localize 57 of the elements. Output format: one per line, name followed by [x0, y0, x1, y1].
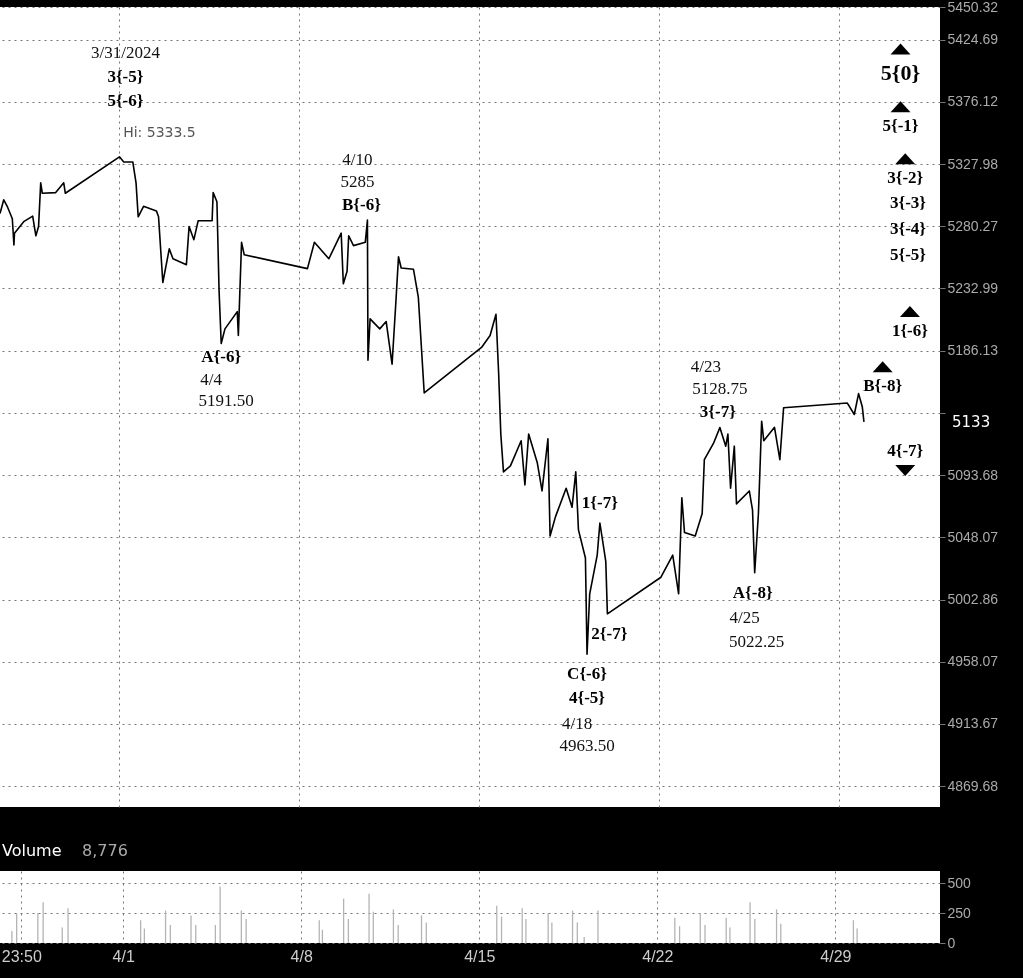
y-tick-label: 5376.12: [947, 93, 999, 110]
line-series: [0, 156, 865, 655]
y-tick-label: 5327.98: [947, 155, 999, 172]
annotation: 5191.50: [198, 391, 254, 411]
annotation: 4/4: [200, 370, 223, 390]
y-tick-label: 5186.13: [947, 342, 999, 359]
annotation: B{-8}: [863, 376, 903, 396]
x-tick-label: 4/22: [642, 947, 674, 965]
annotation: 5128.75: [692, 378, 748, 398]
annotation: 4{-5}: [569, 688, 606, 708]
y-tick-label: 500: [947, 874, 972, 891]
x-tick-label: 4/29: [820, 947, 852, 965]
annotation: 4/25: [729, 607, 760, 627]
annotation: 2{-7}: [591, 623, 628, 643]
annotation: A{-8}: [732, 582, 773, 602]
y-tick-label: 4869.68: [947, 777, 999, 794]
y-tick-label: 250: [947, 904, 972, 921]
annotation: 4/10: [342, 150, 373, 170]
annotation: 5{0}: [880, 60, 921, 86]
y-tick-label: 4958.07: [947, 653, 999, 670]
annotation: 3{-5}: [107, 66, 144, 86]
annotation: 1{-7}: [581, 493, 619, 512]
annotation: C{-6}: [567, 664, 608, 684]
y-tick-label: 0: [947, 934, 956, 951]
annotation: 3/31/2024: [90, 42, 161, 62]
y-tick-label: 5048.07: [947, 528, 999, 545]
annotation: Hi: 5333.5: [123, 123, 196, 140]
annotation: 3{-3}: [890, 193, 927, 212]
x-tick-label: 23:50: [1, 947, 42, 965]
annotation: 5285: [340, 172, 375, 192]
x-tick-label: 4/1: [112, 947, 135, 965]
y-tick-label: 5424.69: [947, 31, 999, 48]
y-tick-label: 5002.86: [947, 591, 999, 607]
y-tick-label: 5280.27: [947, 217, 999, 234]
text: 8,776: [82, 841, 128, 860]
annotation: 3{-4}: [890, 218, 927, 238]
chart-title: Volume: [2, 841, 62, 860]
x-tick-label: 4/15: [464, 947, 496, 965]
annotation: B{-6}: [341, 195, 382, 215]
annotation: 3{-2}: [887, 168, 924, 188]
y-tick-label: 5232.99: [947, 279, 999, 296]
annotation: 5022.25: [729, 631, 785, 651]
x-tick-label: 4/8: [290, 947, 313, 965]
annotation: 5{-6}: [107, 90, 144, 110]
annotation: 3{-7}: [699, 401, 737, 421]
annotation: 4/18: [561, 714, 593, 734]
annotation: A{-6}: [201, 347, 242, 367]
annotation: 4/23: [690, 356, 721, 376]
y-tick-label: 5450.32: [947, 0, 999, 15]
text: 5133: [952, 412, 991, 431]
annotation: 4963.50: [559, 736, 615, 756]
y-tick-label: 5093.68: [947, 466, 999, 483]
annotation: 5{-5}: [890, 245, 927, 264]
y-tick-label: 4913.67: [947, 715, 999, 732]
annotation: 4{-7}: [887, 441, 924, 460]
annotation: 1{-6}: [891, 321, 929, 340]
annotation: 5{-1}: [882, 116, 919, 136]
